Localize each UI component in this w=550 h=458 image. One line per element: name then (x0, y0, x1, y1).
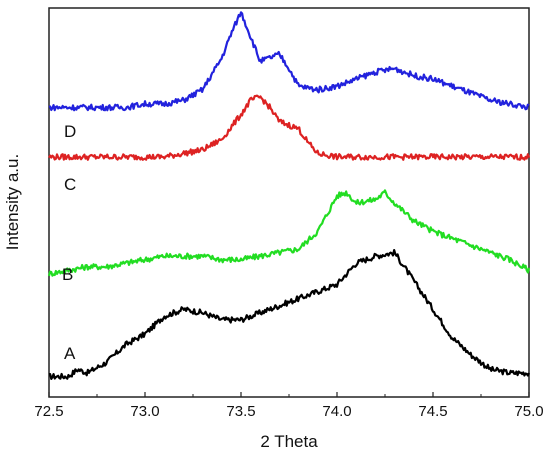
series-label-c: C (64, 175, 76, 194)
x-tick-label: 74.0 (322, 403, 351, 420)
y-axis-title: Intensity a.u. (3, 154, 22, 250)
series-label-d: D (64, 122, 76, 141)
x-tick-label: 73.5 (226, 403, 255, 420)
series-line-c (48, 94, 531, 161)
x-tick-label: 72.5 (34, 403, 63, 420)
x-tick-label: 73.0 (130, 403, 159, 420)
series-layer (47, 11, 531, 380)
series-label-a: A (64, 344, 76, 363)
x-axis-ticks: 72.5 73.0 73.5 74.0 74.5 75.0 (34, 392, 544, 420)
x-axis-title: 2 Theta (260, 432, 318, 451)
series-line-d (48, 11, 530, 112)
plot-frame (48, 7, 530, 398)
x-tick-label: 75.0 (514, 403, 543, 420)
x-tick-label: 74.5 (418, 403, 447, 420)
series-line-a (48, 248, 530, 380)
series-label-b: B (62, 265, 73, 284)
series-line-b (47, 189, 531, 277)
